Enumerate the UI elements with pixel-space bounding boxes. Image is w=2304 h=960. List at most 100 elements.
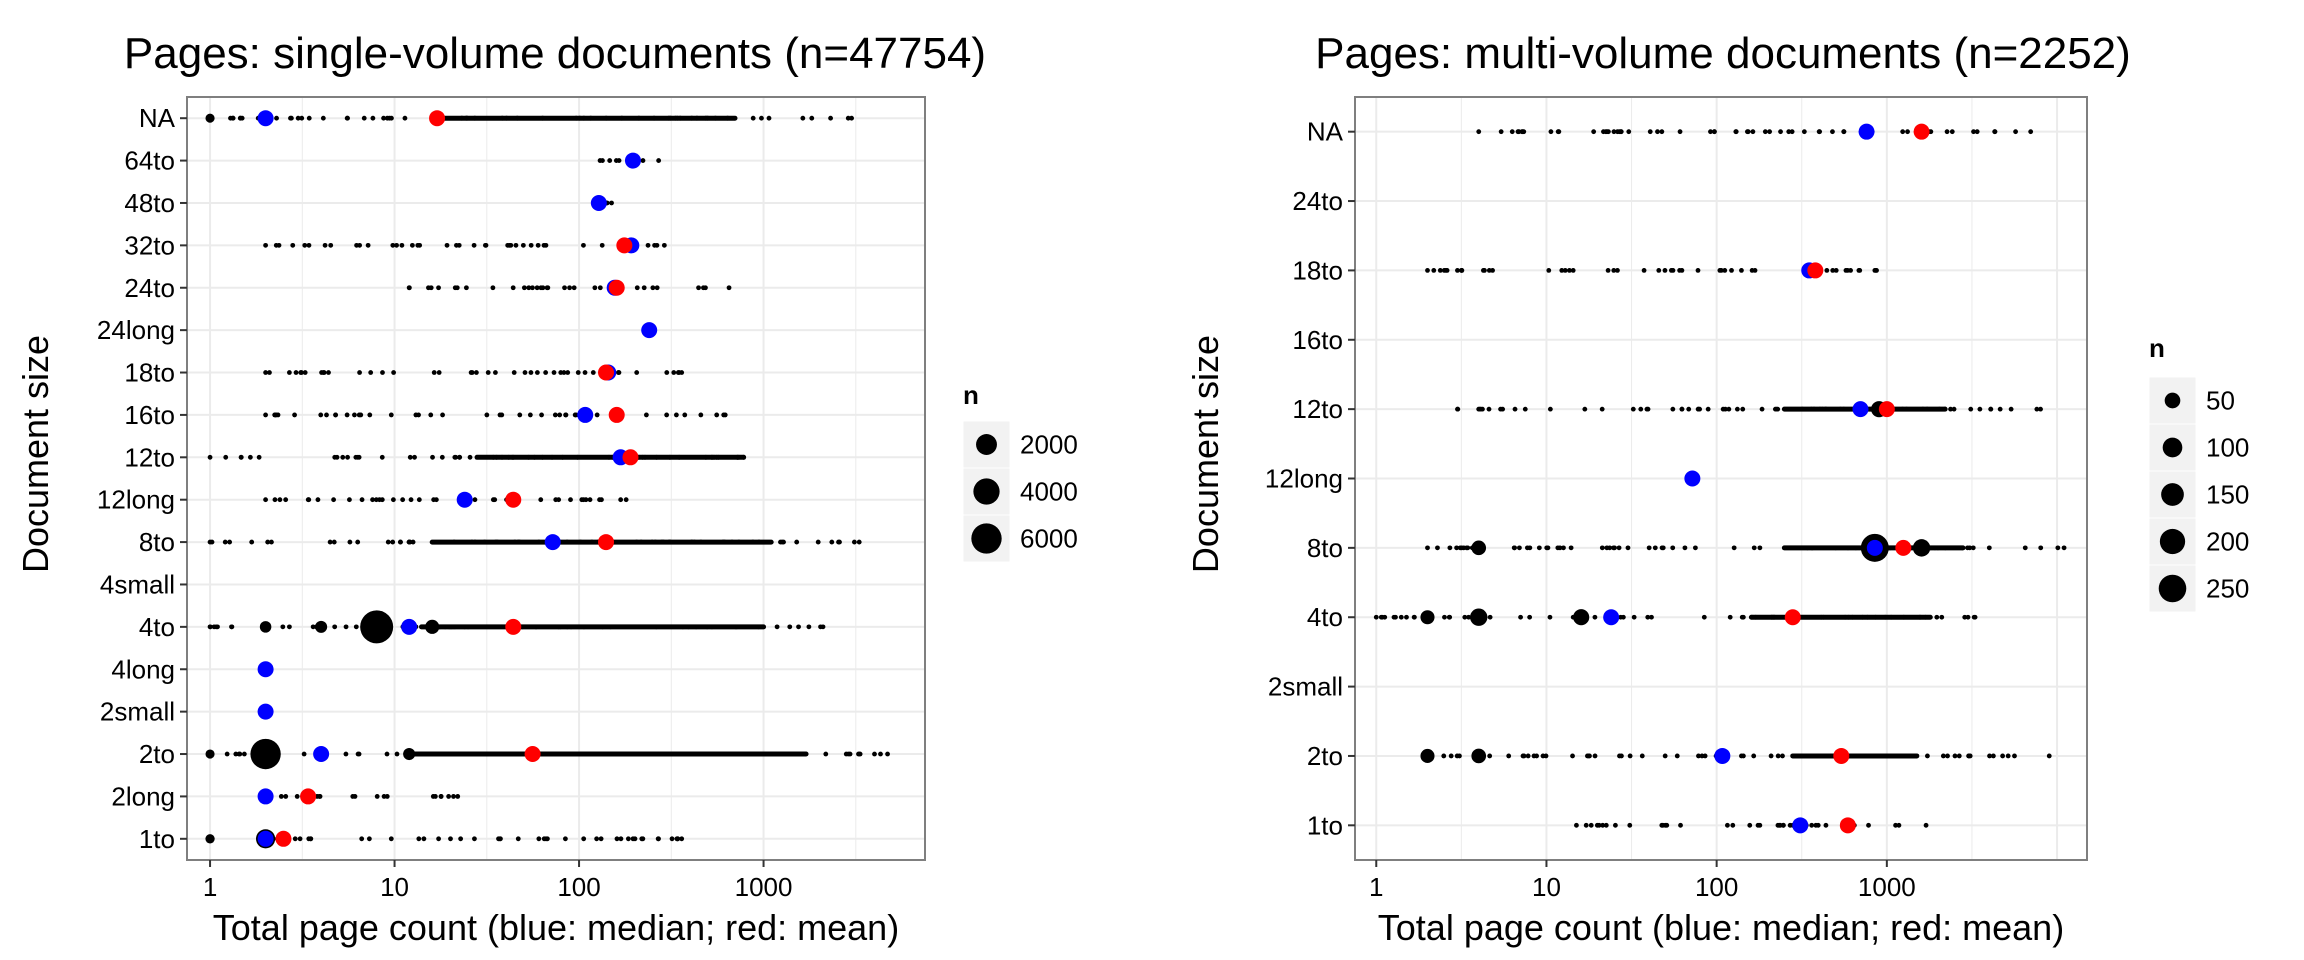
count-point xyxy=(384,751,390,757)
count-point xyxy=(567,285,572,291)
count-point xyxy=(1605,268,1611,273)
mean-point xyxy=(616,237,633,254)
mean-point xyxy=(1784,609,1801,626)
count-point xyxy=(1599,545,1605,551)
plot-frame xyxy=(186,96,926,861)
count-point xyxy=(1515,129,1521,135)
count-point xyxy=(390,539,396,545)
count-point xyxy=(587,497,593,503)
y-tick-label: NA xyxy=(1307,117,1344,147)
count-point xyxy=(359,497,365,503)
count-point xyxy=(431,370,437,375)
count-point xyxy=(290,242,296,248)
count-point xyxy=(1568,545,1574,551)
count-point xyxy=(1471,540,1487,556)
mean-point xyxy=(598,534,615,551)
count-point xyxy=(1986,545,1992,551)
legend-label: 100 xyxy=(2206,433,2249,463)
count-point xyxy=(1893,822,1898,828)
count-point xyxy=(361,115,367,121)
count-point xyxy=(582,370,588,375)
count-point xyxy=(1768,753,1774,759)
count-point xyxy=(1962,614,1968,620)
count-point xyxy=(1679,406,1685,412)
count-point xyxy=(1695,268,1701,273)
count-point xyxy=(1498,129,1504,135)
count-point xyxy=(1730,822,1736,828)
count-point xyxy=(515,836,521,842)
legend-label: 150 xyxy=(2206,480,2249,510)
count-point xyxy=(1740,614,1746,620)
count-point xyxy=(1619,753,1624,759)
count-point xyxy=(1487,614,1493,620)
count-point xyxy=(1965,614,1971,620)
count-point xyxy=(357,370,362,375)
count-point xyxy=(227,539,233,545)
median-point xyxy=(577,406,594,423)
count-point xyxy=(1601,129,1606,135)
count-point xyxy=(1674,753,1680,759)
count-point xyxy=(625,836,631,842)
count-point xyxy=(571,285,577,291)
count-point xyxy=(1952,753,1958,759)
count-point xyxy=(1592,753,1598,759)
count-point xyxy=(347,497,352,503)
count-point xyxy=(484,412,490,418)
y-tick-label: 64to xyxy=(124,146,175,176)
count-point xyxy=(360,610,394,644)
legend-title: n xyxy=(963,380,979,410)
median-point xyxy=(1684,470,1701,487)
y-tick-label: 2to xyxy=(1307,741,1343,771)
count-point xyxy=(568,497,573,503)
count-point xyxy=(472,836,477,842)
count-point xyxy=(390,497,396,503)
count-point xyxy=(1425,268,1430,273)
count-point xyxy=(1391,614,1397,620)
count-point xyxy=(237,115,243,121)
count-point xyxy=(355,454,361,460)
count-point xyxy=(661,242,667,248)
count-point xyxy=(1652,545,1658,551)
count-point xyxy=(645,242,651,248)
count-point xyxy=(534,370,540,375)
count-point xyxy=(1448,753,1454,759)
count-point xyxy=(598,836,604,842)
count-point xyxy=(1841,129,1847,135)
count-point xyxy=(526,285,532,291)
count-point xyxy=(664,370,670,375)
count-point xyxy=(1670,406,1676,412)
count-point xyxy=(1762,129,1768,135)
count-point xyxy=(250,738,281,770)
count-point xyxy=(1817,129,1823,135)
mean-point xyxy=(505,491,522,508)
count-point xyxy=(343,624,349,630)
count-point xyxy=(1512,545,1517,551)
size-legend: n 2000 4000 6000 xyxy=(962,380,1078,563)
x-tick-label: 100 xyxy=(557,872,600,902)
y-tick-label: 24to xyxy=(1292,186,1343,216)
count-point xyxy=(1525,753,1531,759)
count-point xyxy=(1547,406,1553,412)
count-point xyxy=(1600,822,1606,828)
count-point xyxy=(292,836,298,842)
count-point xyxy=(263,412,268,418)
count-point xyxy=(521,285,527,291)
count-point xyxy=(407,454,413,460)
count-point xyxy=(438,794,444,799)
count-point xyxy=(1905,129,1910,135)
count-point xyxy=(1583,822,1589,828)
legend-label: 6000 xyxy=(1020,524,1078,554)
count-point xyxy=(1965,545,1970,551)
count-point xyxy=(306,242,312,248)
y-tick-label: 18to xyxy=(1292,255,1343,285)
count-point xyxy=(334,454,340,460)
count-point xyxy=(2013,129,2018,135)
count-point xyxy=(1490,268,1495,273)
count-point xyxy=(1482,268,1487,273)
count-point xyxy=(263,497,268,503)
legend-point xyxy=(2161,483,2184,506)
count-point xyxy=(522,370,528,375)
y-tick-label: 4to xyxy=(1307,602,1343,632)
count-point xyxy=(1420,748,1435,763)
count-point xyxy=(1567,268,1572,273)
